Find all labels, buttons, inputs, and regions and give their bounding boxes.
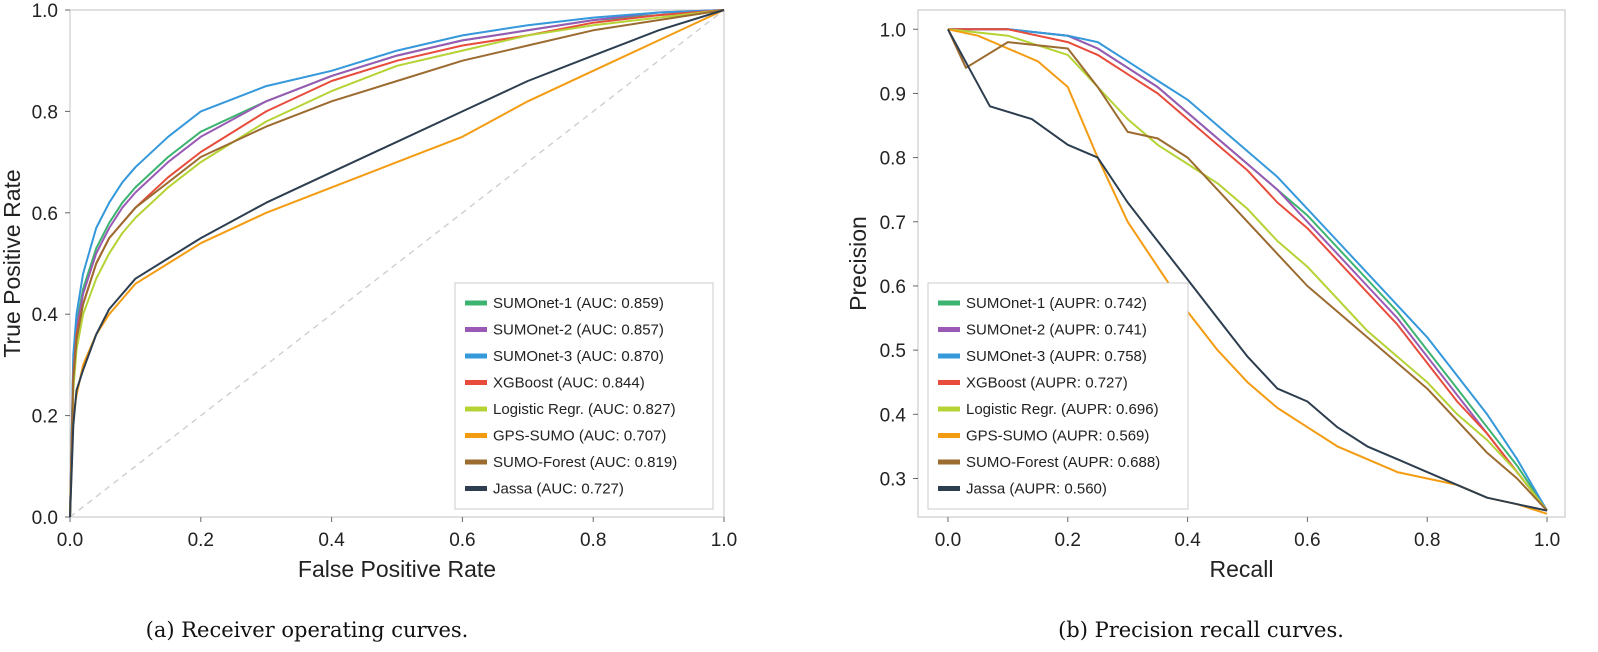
x-tick-label: 0.4 (1174, 530, 1201, 551)
y-axis-label: Precision (845, 216, 871, 311)
figure-caption: (b) Precision recall curves. (1058, 618, 1344, 642)
x-tick-label: 0.8 (580, 530, 606, 551)
legend-box (454, 282, 714, 510)
y-tick-label: 0.0 (32, 508, 58, 529)
x-tick-label: 1.0 (711, 530, 737, 551)
x-axis-label: Recall (1210, 556, 1274, 582)
legend-label: SUMOnet-2 (AUPR: 0.741) (966, 322, 1147, 339)
legend-box (927, 282, 1189, 510)
y-tick-label: 0.4 (880, 405, 907, 426)
y-tick-label: 0.6 (32, 204, 58, 225)
series-line-4 (948, 28, 1548, 512)
y-axis-label: True Positive Rate (0, 169, 25, 357)
series-line-3 (69, 9, 725, 518)
legend-label: Jassa (AUPR: 0.560) (966, 481, 1107, 498)
series-line-7 (69, 9, 725, 518)
x-tick-label: 0.6 (449, 530, 475, 551)
series-line-8 (69, 9, 725, 518)
y-tick-label: 0.4 (32, 305, 59, 326)
series-line-5 (69, 9, 725, 518)
series-line-3 (948, 28, 1548, 512)
legend-label: SUMOnet-2 (AUC: 0.857) (493, 322, 664, 339)
series-line-6 (69, 9, 725, 518)
series-line-6 (947, 28, 1548, 515)
series-line-7 (947, 28, 1548, 512)
legend: SUMOnet-1 (AUPR: 0.742) SUMOnet-2 (AUPR: … (927, 282, 1189, 510)
legend-label: SUMOnet-1 (AUC: 0.859) (493, 295, 664, 312)
x-tick-label: 1.0 (1534, 530, 1560, 551)
x-tick-label: 0.8 (1414, 530, 1440, 551)
figure-caption: (a) Receiver operating curves. (146, 618, 469, 642)
y-tick-label: 1.0 (880, 20, 906, 41)
y-tick-label: 0.8 (880, 149, 906, 170)
x-tick-label: 0.4 (318, 530, 345, 551)
y-tick-label: 0.9 (880, 84, 906, 105)
legend-label: SUMO-Forest (AUC: 0.819) (493, 454, 677, 471)
legend-label: Logistic Regr. (AUPR: 0.696) (966, 401, 1159, 418)
y-tick-label: 0.2 (32, 407, 58, 428)
legend-label: SUMOnet-3 (AUPR: 0.758) (966, 348, 1147, 365)
x-axis-label: False Positive Rate (298, 556, 496, 582)
chart-panel-1: 0.0 0.2 0.4 0.6 0.8 1.0 0.0 0.2 0.4 0.6 0.8 1.0 Fals… (0, 1, 737, 642)
legend-label: XGBoost (AUPR: 0.727) (966, 375, 1128, 392)
y-tick-label: 1.0 (32, 1, 58, 22)
legend-label: SUMOnet-3 (AUC: 0.870) (493, 348, 664, 365)
legend-label: Logistic Regr. (AUC: 0.827) (493, 401, 676, 418)
x-tick-label: 0.0 (57, 530, 83, 551)
series-line-8 (947, 28, 1548, 512)
series-line-2 (69, 9, 725, 518)
legend: SUMOnet-1 (AUC: 0.859) SUMOnet-2 (AUC: 0.… (454, 282, 714, 510)
x-tick-label: 0.2 (1055, 530, 1081, 551)
legend-label: SUMOnet-1 (AUPR: 0.742) (966, 295, 1147, 312)
x-tick-label: 0.0 (935, 530, 961, 551)
legend-label: XGBoost (AUC: 0.844) (493, 375, 645, 392)
y-tick-label: 0.7 (880, 213, 906, 234)
series-line-2 (948, 28, 1548, 512)
diagonal-reference-line (69, 9, 725, 518)
x-tick-label: 0.6 (1294, 530, 1320, 551)
legend-label: GPS-SUMO (AUC: 0.707) (493, 428, 666, 445)
y-tick-label: 0.6 (880, 277, 906, 298)
legend-label: SUMO-Forest (AUPR: 0.688) (966, 454, 1160, 471)
legend-label: Jassa (AUC: 0.727) (493, 481, 624, 498)
y-tick-label: 0.5 (880, 341, 906, 362)
y-tick-label: 0.8 (32, 102, 58, 123)
y-tick-label: 0.3 (880, 469, 906, 490)
x-tick-label: 0.2 (188, 530, 214, 551)
legend-label: GPS-SUMO (AUPR: 0.569) (966, 428, 1149, 445)
chart-panel-2: 0.0 0.2 0.4 0.6 0.8 1.0 0.3 0.4 0.5 0.6 0.7 0.8 0.9 1… (845, 9, 1566, 642)
